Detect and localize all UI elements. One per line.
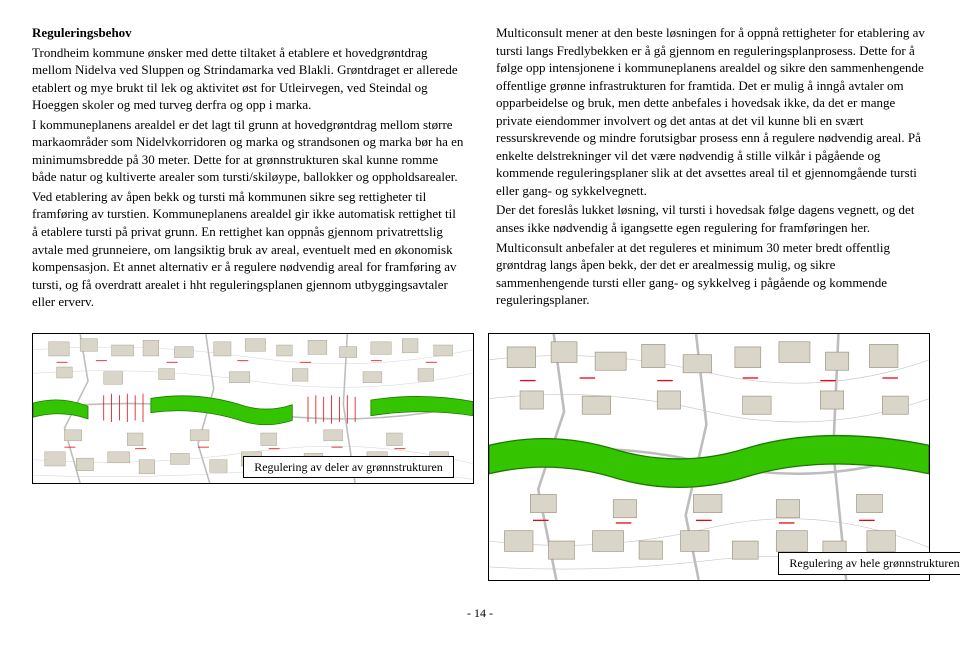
body-paragraph: Trondheim kommune ønsker med dette tilta… [32,44,464,114]
map-partial-regulation: Regulering av deler av grønnstrukturen [32,333,472,484]
map-svg [488,333,930,581]
section-heading: Reguleringsbehov [32,24,464,42]
map-row: Regulering av deler av grønnstrukturen [32,333,928,581]
map-full-regulation: Regulering av hele grønnstrukturen [488,333,928,581]
right-column: Multiconsult mener at den beste løsninge… [496,24,928,313]
body-paragraph: Multiconsult anbefaler at det reguleres … [496,239,928,309]
body-paragraph: Ved etablering av åpen bekk og tursti må… [32,188,464,311]
page-number: - 14 - [32,605,928,621]
map-caption-partial: Regulering av deler av grønnstrukturen [243,456,454,478]
body-paragraph: I kommuneplanens arealdel er det lagt ti… [32,116,464,186]
body-paragraph: Der det foreslås lukket løsning, vil tur… [496,201,928,236]
body-paragraph: Multiconsult mener at den beste løsninge… [496,24,928,199]
map-caption-full: Regulering av hele grønnstrukturen [778,552,960,574]
text-columns: Reguleringsbehov Trondheim kommune ønske… [32,24,928,313]
left-column: Reguleringsbehov Trondheim kommune ønske… [32,24,464,313]
